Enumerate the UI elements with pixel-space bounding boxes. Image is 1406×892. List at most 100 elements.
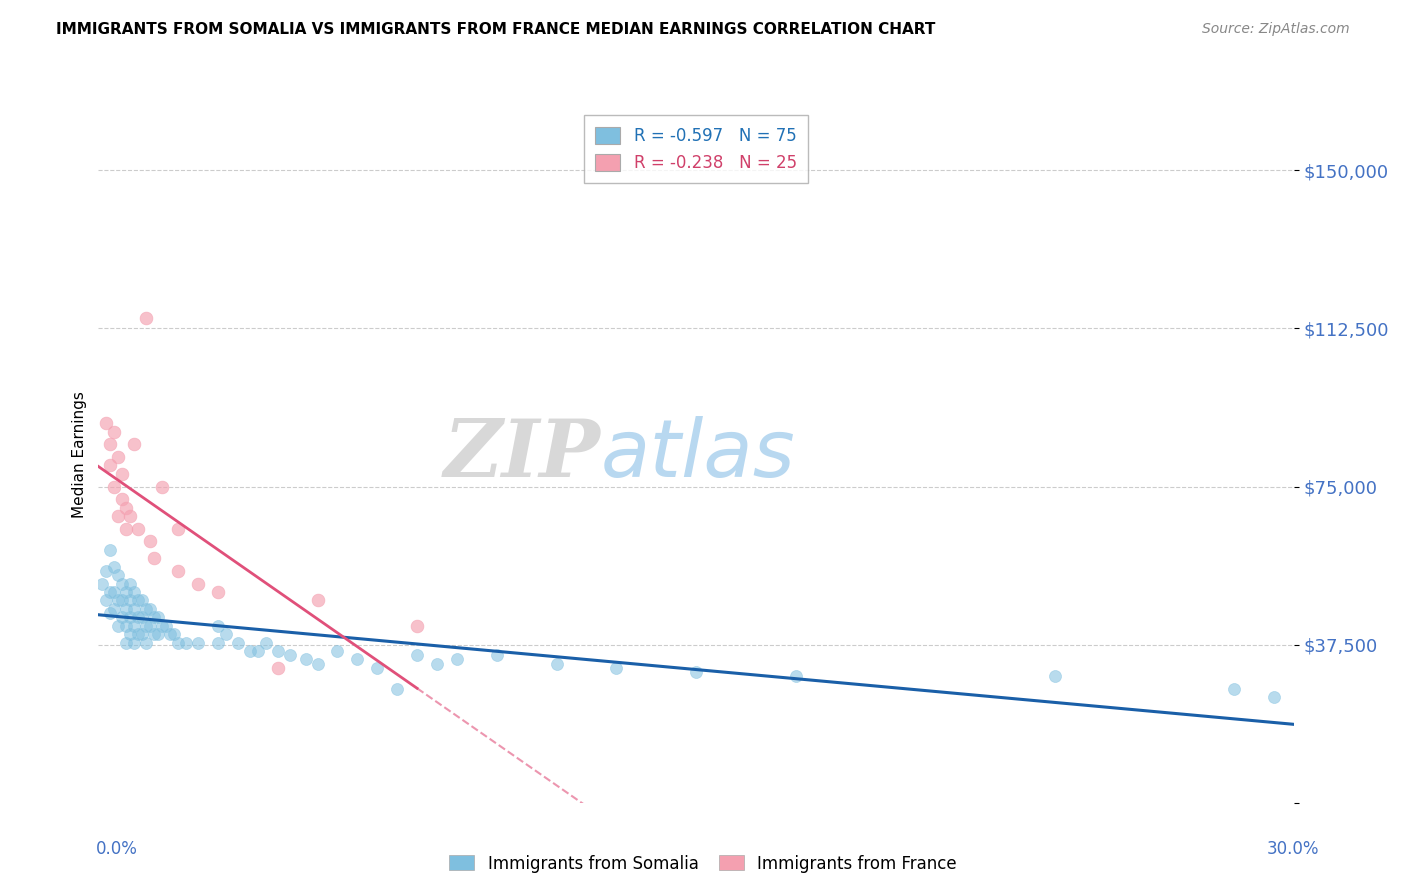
Point [163, 627, 186, 641]
Point [278, 648, 301, 663]
Point [246, 644, 269, 658]
Point [326, 644, 349, 658]
Point [148, 610, 170, 624]
Point [107, 450, 129, 464]
Y-axis label: Median Earnings: Median Earnings [72, 392, 87, 518]
Point [111, 467, 134, 481]
Point [239, 644, 262, 658]
Point [131, 610, 153, 624]
Point [785, 669, 807, 683]
Point [135, 310, 157, 325]
Point [124, 602, 146, 616]
Point [385, 681, 409, 696]
Point [127, 593, 149, 607]
Point [207, 618, 229, 632]
Point [426, 657, 449, 671]
Point [187, 576, 209, 591]
Point [207, 635, 229, 649]
Point [167, 564, 190, 578]
Point [143, 610, 166, 624]
Point [226, 635, 249, 649]
Point [115, 585, 138, 599]
Point [366, 661, 388, 675]
Point [98, 542, 122, 557]
Point [98, 585, 122, 599]
Text: 30.0%: 30.0% [1267, 840, 1319, 858]
Point [111, 610, 134, 624]
Point [115, 500, 138, 515]
Point [1263, 690, 1285, 705]
Point [107, 568, 129, 582]
Point [96, 564, 118, 578]
Point [127, 610, 149, 624]
Point [120, 509, 142, 524]
Point [150, 479, 173, 493]
Point [103, 425, 125, 439]
Point [307, 657, 329, 671]
Point [267, 661, 290, 675]
Text: ZIP: ZIP [443, 417, 600, 493]
Point [143, 627, 166, 641]
Point [135, 602, 157, 616]
Point [294, 652, 316, 666]
Point [103, 479, 125, 493]
Point [107, 618, 129, 632]
Text: IMMIGRANTS FROM SOMALIA VS IMMIGRANTS FROM FRANCE MEDIAN EARNINGS CORRELATION CH: IMMIGRANTS FROM SOMALIA VS IMMIGRANTS FR… [56, 22, 935, 37]
Point [127, 522, 149, 536]
Point [446, 652, 468, 666]
Point [135, 635, 157, 649]
Point [155, 618, 177, 632]
Point [167, 522, 190, 536]
Point [91, 576, 114, 591]
Point [207, 585, 229, 599]
Point [685, 665, 707, 679]
Point [120, 576, 142, 591]
Point [111, 576, 134, 591]
Text: Source: ZipAtlas.com: Source: ZipAtlas.com [1202, 22, 1350, 37]
Text: 0.0%: 0.0% [96, 840, 138, 858]
Point [406, 618, 429, 632]
Point [406, 648, 429, 663]
Point [96, 417, 118, 431]
Point [98, 606, 122, 620]
Point [98, 458, 122, 473]
Point [115, 522, 138, 536]
Text: atlas: atlas [600, 416, 796, 494]
Point [111, 593, 134, 607]
Point [174, 635, 197, 649]
Point [148, 627, 170, 641]
Legend: R = -0.597   N = 75, R = -0.238   N = 25: R = -0.597 N = 75, R = -0.238 N = 25 [583, 115, 808, 184]
Point [143, 551, 166, 566]
Point [1223, 681, 1246, 696]
Point [267, 644, 290, 658]
Point [139, 602, 162, 616]
Point [485, 648, 508, 663]
Point [115, 635, 138, 649]
Point [167, 635, 190, 649]
Point [115, 602, 138, 616]
Point [120, 593, 142, 607]
Point [139, 534, 162, 549]
Point [150, 618, 173, 632]
Point [124, 437, 146, 451]
Point [139, 618, 162, 632]
Point [159, 627, 181, 641]
Point [135, 618, 157, 632]
Point [307, 593, 329, 607]
Point [111, 492, 134, 507]
Point [96, 593, 118, 607]
Point [131, 593, 153, 607]
Point [107, 509, 129, 524]
Point [120, 627, 142, 641]
Point [127, 627, 149, 641]
Point [546, 657, 568, 671]
Point [605, 661, 627, 675]
Point [124, 585, 146, 599]
Point [215, 627, 238, 641]
Point [187, 635, 209, 649]
Point [103, 585, 125, 599]
Point [103, 602, 125, 616]
Point [124, 618, 146, 632]
Legend: Immigrants from Somalia, Immigrants from France: Immigrants from Somalia, Immigrants from… [443, 848, 963, 880]
Point [124, 635, 146, 649]
